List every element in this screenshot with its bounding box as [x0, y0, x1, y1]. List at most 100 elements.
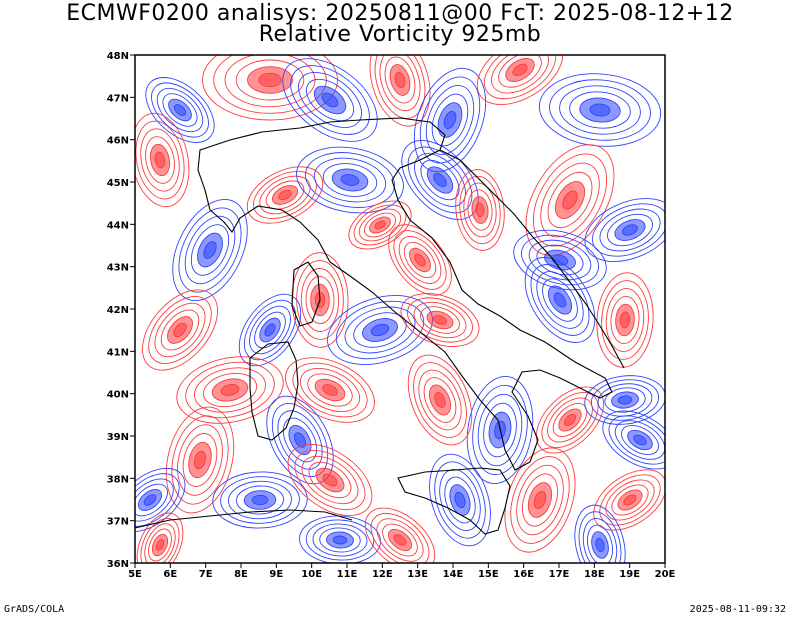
lon-label: 19E [619, 569, 640, 580]
positive-vorticity-contour [285, 357, 375, 423]
map-title: ECMWF0200 analisys: 20250811@00 FcT: 202… [66, 1, 734, 26]
positive-vorticity-contour [413, 362, 467, 438]
negative-vorticity-contour [168, 98, 192, 122]
negative-vorticity-contour [414, 153, 466, 207]
negative-vorticity-contour [235, 485, 285, 515]
positive-vorticity-contour [527, 482, 553, 518]
positive-vorticity-contour [382, 523, 418, 557]
negative-vorticity-contour [521, 234, 599, 286]
positive-vorticity-contour [308, 461, 352, 499]
lon-label: 17E [549, 569, 570, 580]
negative-vorticity-contour [620, 425, 660, 455]
coastline-corsica [291, 261, 321, 327]
negative-vorticity-contour [243, 490, 277, 510]
negative-vorticity-contour [319, 527, 361, 553]
negative-vorticity-contour [290, 65, 370, 135]
positive-vorticity-contour [202, 372, 258, 408]
positive-vorticity-contour [428, 384, 452, 416]
lon-label: 9E [269, 569, 283, 580]
positive-vorticity-contour [491, 55, 549, 94]
positive-vorticity-contour [403, 241, 437, 279]
positive-vorticity-contour [525, 144, 615, 256]
positive-vorticity-contour [535, 386, 605, 454]
positive-vorticity-contour [314, 378, 346, 402]
lon-label: 5E [128, 569, 142, 580]
negative-vorticity-contour [344, 306, 416, 354]
negative-vorticity-contour [135, 483, 168, 517]
positive-vorticity-contour [532, 153, 608, 247]
positive-vorticity-contour [593, 469, 665, 531]
positive-vorticity-contour [423, 377, 457, 423]
negative-vorticity-contour [419, 76, 481, 164]
lon-label: 7E [199, 569, 213, 580]
negative-vorticity-contour [228, 480, 292, 520]
coastline-africa [135, 509, 353, 529]
negative-vorticity-contour [172, 199, 248, 301]
plot-area [135, 55, 665, 563]
positive-vorticity-contour [259, 175, 311, 215]
negative-vorticity-contour [313, 85, 347, 115]
lon-label: 14E [443, 569, 464, 580]
lon-label: 13E [407, 569, 428, 580]
negative-vorticity-contour [135, 473, 180, 527]
negative-vorticity-contour [426, 166, 454, 194]
negative-vorticity-contour [608, 415, 665, 465]
positive-vorticity-contour [145, 136, 175, 184]
positive-vorticity-contour [389, 64, 411, 96]
map-subtitle: Relative Vorticity 925mb [258, 22, 542, 47]
positive-vorticity-contour [364, 507, 436, 563]
negative-vorticity-contour [335, 300, 425, 360]
lon-label: 12E [372, 569, 393, 580]
positive-vorticity-contour [605, 288, 645, 352]
positive-vorticity-contour [287, 444, 373, 516]
positive-vorticity-contour [541, 392, 599, 448]
positive-vorticity-contour [388, 528, 412, 552]
footer-credit: GrADS/COLA [4, 604, 65, 615]
positive-vorticity-contour [315, 467, 345, 493]
positive-vorticity-contour [471, 196, 489, 224]
lat-label: 47N [107, 93, 129, 104]
positive-vorticity-contour [554, 181, 586, 219]
negative-vorticity-contour [574, 504, 626, 563]
negative-vorticity-contour [602, 410, 665, 470]
positive-vorticity-contour [617, 489, 643, 511]
coastline-italy [197, 117, 613, 471]
positive-vorticity-contour [292, 362, 368, 418]
positive-vorticity-contour [299, 367, 361, 413]
coastline-balkans [439, 149, 625, 369]
negative-vorticity-contour [582, 517, 618, 563]
positive-vorticity-contour [194, 367, 266, 413]
positive-vorticity-contour [455, 169, 505, 251]
positive-vorticity-contour [165, 406, 235, 514]
lat-label: 38N [107, 474, 129, 485]
positive-vorticity-contour [388, 224, 452, 296]
positive-vorticity-contour [510, 456, 570, 544]
positive-vorticity-contour [358, 208, 402, 242]
map-axes: 5E 6E 7E 8E 9E 10E 11E 12E 13E 14E 15E 16E 17E 18E 19E… [107, 51, 676, 580]
positive-vorticity-contour [413, 301, 467, 339]
positive-vorticity-contour [307, 373, 353, 407]
positive-vorticity-contour [420, 306, 460, 334]
lon-label: 11E [337, 569, 358, 580]
positive-vorticity-contour [476, 55, 564, 105]
positive-vorticity-contour [611, 484, 649, 516]
lat-label: 45N [107, 178, 129, 189]
coastline [135, 117, 625, 535]
positive-vorticity-contour [369, 216, 391, 234]
negative-vorticity-contour [547, 285, 573, 315]
positive-vorticity-contour [463, 182, 497, 238]
coastline-sardinia [249, 341, 299, 441]
negative-vorticity-contour [137, 489, 163, 511]
lat-label: 48N [107, 51, 129, 62]
lat-label: 43N [107, 263, 129, 274]
lat-label: 44N [107, 220, 129, 231]
negative-vorticity-contour [604, 387, 646, 413]
positive-vorticity-contour [176, 356, 284, 424]
negative-vorticity-contour [483, 402, 517, 458]
lon-label: 18E [584, 569, 605, 580]
negative-vorticity-contour [584, 375, 665, 425]
negative-vorticity-contour [536, 244, 584, 276]
positive-vorticity-contour [246, 166, 324, 224]
lon-label: 10E [301, 569, 322, 580]
positive-vorticity-contour [300, 268, 340, 332]
